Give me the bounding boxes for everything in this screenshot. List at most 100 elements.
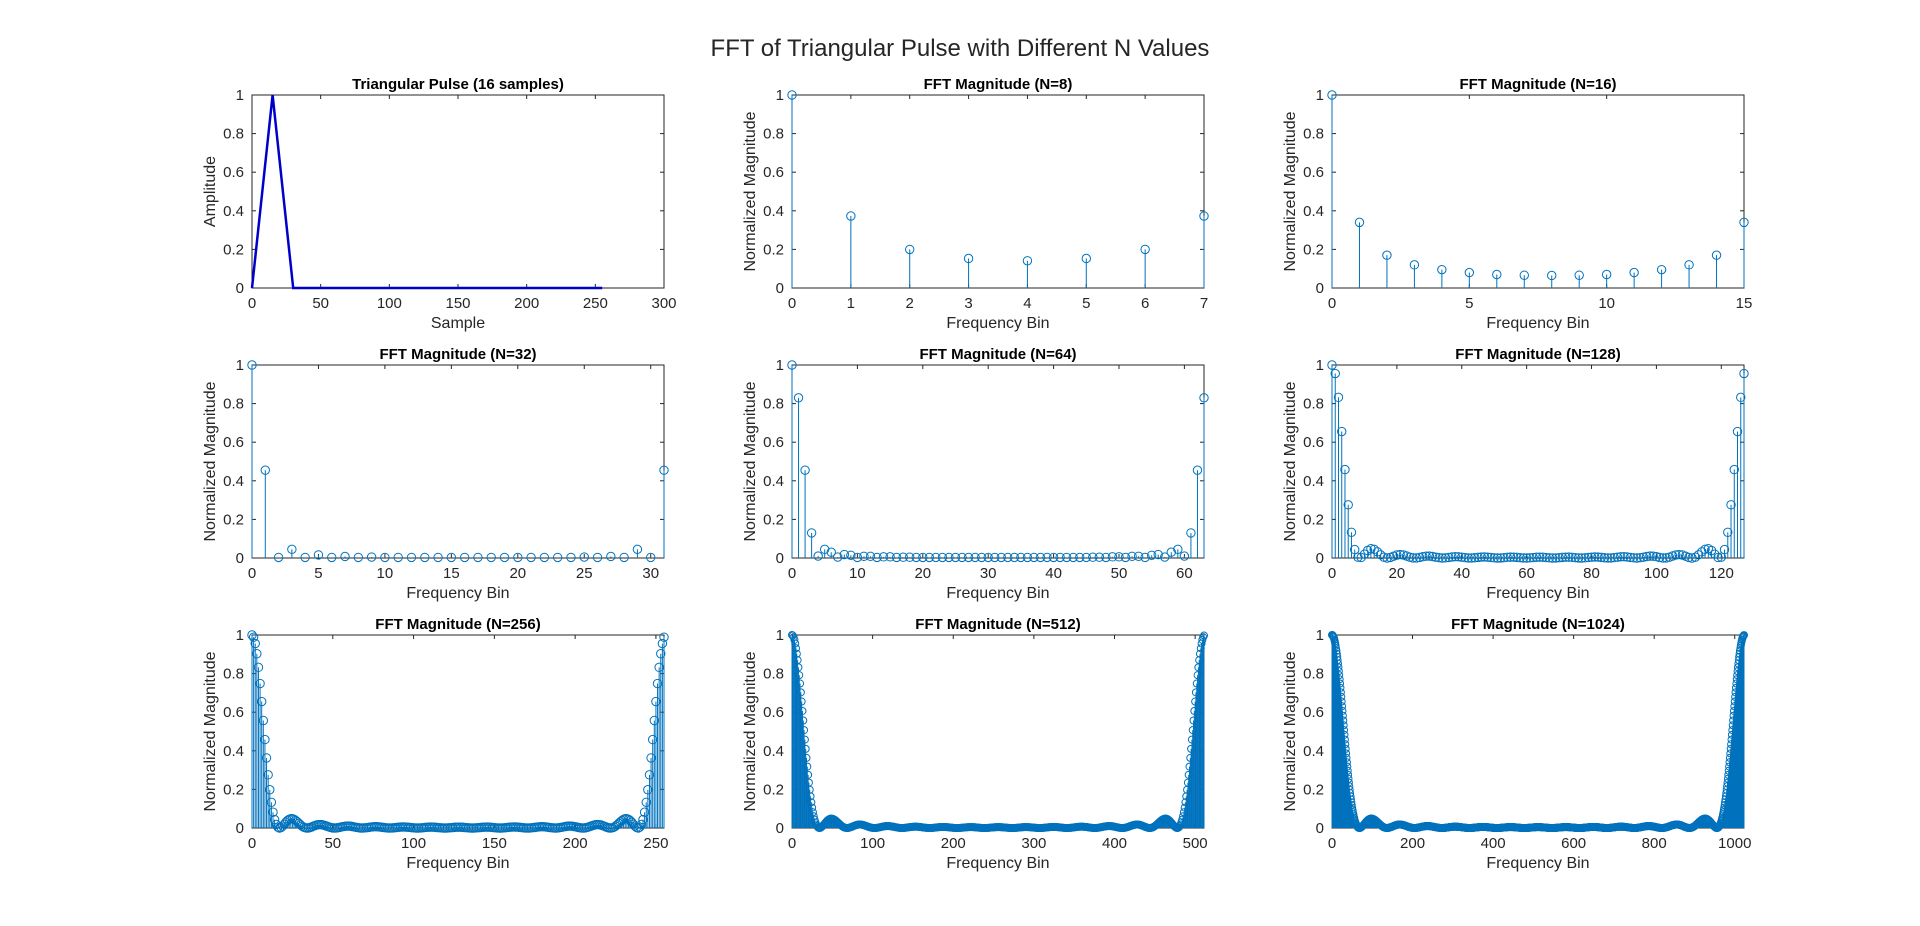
stem-marker: [1353, 552, 1363, 562]
y-tick-label: 1: [776, 627, 784, 644]
stem-marker: [1531, 552, 1542, 562]
stem-marker: [1375, 550, 1386, 560]
stem-marker: [791, 639, 800, 648]
stem-marker: [1638, 552, 1649, 562]
stem-marker: [1564, 552, 1574, 562]
stem-marker: [1330, 368, 1340, 379]
stem-marker: [1335, 671, 1344, 680]
stem-marker: [499, 552, 510, 563]
subplot-2: 0 1 2 3 4 5 6 7 0 0.2 0.4 0.6 0.8 1 FFT Magnitude (N=8…: [742, 76, 1209, 332]
x-axis-label: Frequency Bin: [1486, 315, 1589, 332]
stem-marker: [1464, 267, 1475, 278]
stem-marker: [1337, 426, 1347, 437]
stem-marker: [878, 552, 889, 562]
stem-marker: [1544, 553, 1555, 563]
stem-marker: [937, 552, 948, 563]
stem-marker: [792, 644, 801, 653]
stem-marker: [261, 753, 272, 763]
y-tick-label: 0: [776, 280, 784, 297]
stem-marker: [1003, 552, 1013, 563]
stem-marker: [1586, 552, 1597, 562]
stem-marker: [247, 630, 257, 640]
stem-marker: [1042, 552, 1052, 563]
stem-marker: [1369, 544, 1379, 555]
x-tick-label: 7: [1200, 295, 1208, 312]
y-axis-label: Normalized Magnitude: [742, 651, 759, 811]
y-tick-label: 0.6: [763, 704, 784, 721]
y-tick-label: 0.6: [223, 434, 244, 451]
subplot-title: FFT Magnitude (N=8): [924, 76, 1073, 93]
y-axis-label: Normalized Magnitude: [742, 381, 759, 541]
stem-marker: [1739, 217, 1749, 228]
stem-marker: [1583, 552, 1593, 563]
stem-marker: [1186, 528, 1196, 538]
stem-marker: [1418, 552, 1428, 562]
stem-marker: [252, 649, 262, 659]
stem-marker: [1431, 552, 1441, 562]
x-tick-label: 200: [1400, 835, 1425, 852]
stem-marker: [1340, 464, 1350, 475]
stem-marker: [250, 638, 260, 649]
stem-marker: [1166, 547, 1177, 557]
stem-marker: [787, 360, 797, 370]
stem-marker: [1700, 544, 1710, 555]
stem-marker: [1590, 552, 1600, 562]
stem-marker: [799, 716, 808, 725]
stem-marker: [1499, 552, 1509, 563]
x-tick-label: 0: [248, 295, 256, 312]
stem-marker: [1476, 552, 1486, 562]
stem-marker: [1625, 552, 1636, 563]
stem-marker: [1684, 260, 1694, 270]
stem-marker: [1094, 552, 1105, 562]
stem-marker: [623, 814, 634, 824]
stem-marker: [1344, 774, 1353, 783]
stem-marker: [1199, 393, 1209, 403]
stem-marker: [1035, 552, 1046, 563]
stem-marker: [1574, 270, 1584, 280]
y-axis-label: Normalized Magnitude: [202, 651, 219, 811]
stem-marker: [459, 552, 470, 563]
y-tick-label: 0: [236, 820, 244, 837]
subplot-title: FFT Magnitude (N=1024): [1451, 616, 1625, 633]
stem-marker: [1656, 264, 1667, 275]
stem-marker: [1651, 552, 1662, 562]
x-tick-label: 100: [860, 835, 885, 852]
stem-marker: [1444, 552, 1454, 563]
stem-marker: [258, 715, 269, 726]
stem-marker: [1339, 716, 1348, 725]
axes-box: [1331, 634, 1745, 829]
x-tick-label: 250: [583, 295, 608, 312]
x-axis-label: Frequency Bin: [946, 315, 1049, 332]
stem-marker: [1654, 552, 1665, 563]
stem-marker: [1560, 552, 1571, 562]
subplot-1: 0 50 100 150 200 250 300 0 0.2 0.4 0.6 0.8 1 Triangul…: [202, 76, 677, 332]
stem-marker: [1107, 552, 1118, 562]
stem-marker: [1133, 551, 1144, 561]
stem-marker: [1518, 553, 1529, 563]
stem-marker: [1340, 730, 1349, 739]
stem-marker: [1466, 553, 1477, 563]
stem-marker: [552, 552, 563, 563]
stem-marker: [1460, 552, 1470, 563]
x-tick-label: 0: [248, 835, 256, 852]
x-tick-label: 4: [1023, 295, 1031, 312]
stem-marker: [1489, 553, 1499, 563]
stem-marker: [1120, 552, 1131, 563]
stem-marker: [606, 551, 616, 562]
x-tick-label: 100: [377, 295, 402, 312]
stem-marker: [1340, 726, 1349, 735]
stem-marker: [1684, 552, 1694, 563]
stem-marker: [1338, 702, 1347, 711]
y-tick-label: 0.2: [223, 511, 244, 528]
stem-marker: [273, 822, 283, 832]
stem-marker: [1055, 552, 1065, 563]
y-tick-label: 0.4: [1303, 473, 1324, 490]
stem-marker: [1199, 211, 1209, 221]
x-tick-label: 1000: [1718, 835, 1751, 852]
stem-marker: [647, 734, 658, 745]
x-tick-label: 2: [906, 295, 914, 312]
x-tick-label: 0: [788, 565, 796, 582]
stem-marker: [1127, 551, 1137, 561]
stem-marker: [859, 551, 869, 561]
stem-marker: [1492, 553, 1503, 563]
